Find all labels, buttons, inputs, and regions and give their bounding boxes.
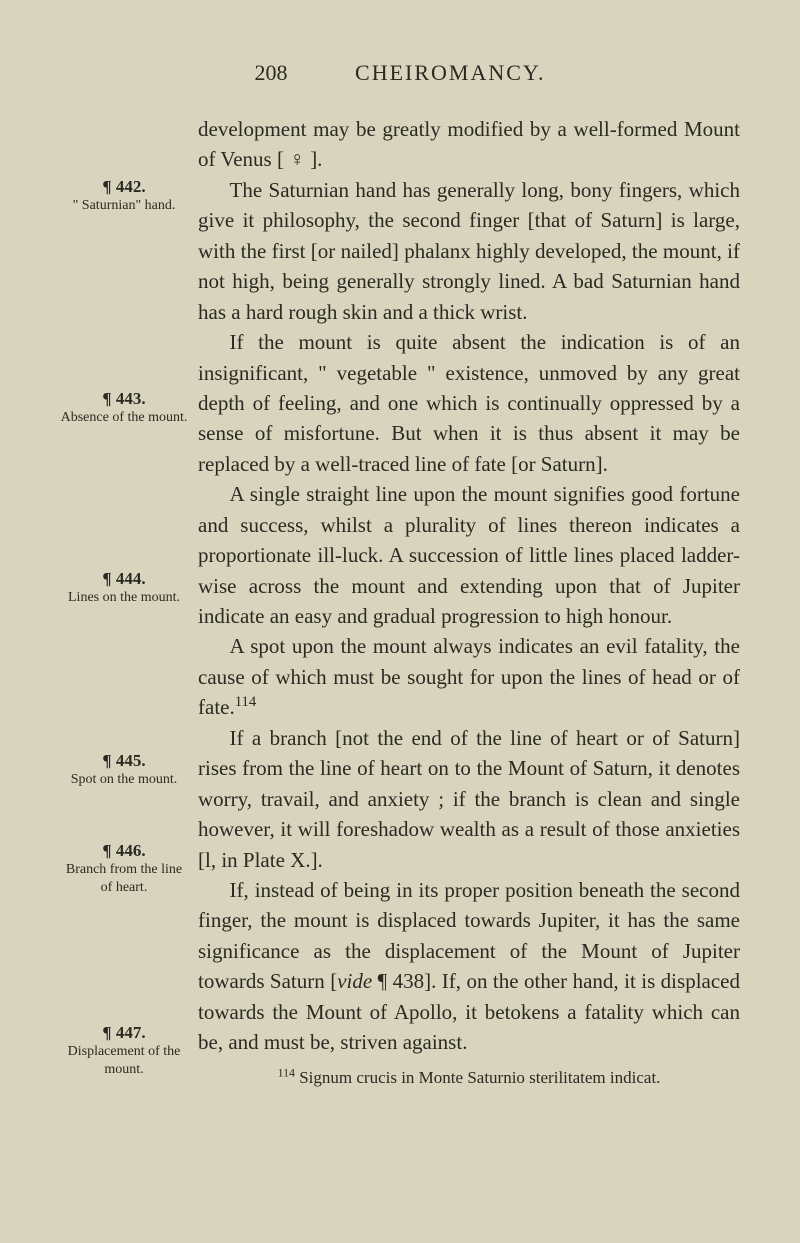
margin-para-446: ¶ 446. — [60, 840, 188, 861]
margin-desc-447: Displacement of the mount. — [60, 1043, 188, 1078]
running-title: CHEIROMANCY. — [355, 60, 545, 85]
margin-para-444: ¶ 444. — [60, 568, 188, 589]
margin-note-444: ¶ 444. Lines on the mount. — [60, 568, 188, 607]
margin-para-442: ¶ 442. — [60, 176, 188, 197]
margin-desc-445: Spot on the mount. — [60, 771, 188, 789]
footnote: 114 Signum crucis in Monte Saturnio ster… — [198, 1068, 740, 1088]
para-442: The Saturnian hand has generally long, b… — [198, 175, 740, 327]
para-443: If the mount is quite absent the indicat… — [198, 327, 740, 479]
para-447: If, instead of being in its proper posit… — [198, 875, 740, 1058]
margin-note-447: ¶ 447. Displacement of the mount. — [60, 1022, 188, 1078]
para-445-text: A spot upon the mount always indicates a… — [198, 634, 740, 719]
margin-note-442: ¶ 442. " Saturnian" hand. — [60, 176, 188, 215]
margin-note-446: ¶ 446. Branch from the line of heart. — [60, 840, 188, 896]
margin-note-445: ¶ 445. Spot on the mount. — [60, 750, 188, 789]
page-number: 208 — [255, 60, 288, 86]
margin-desc-442: " Saturnian" hand. — [60, 197, 188, 215]
footnote-marker: 114 — [278, 1065, 295, 1079]
running-head: 208 CHEIROMANCY. — [60, 60, 740, 86]
para-444: A single straight line upon the mount si… — [198, 479, 740, 631]
book-page: 208 CHEIROMANCY. ¶ 442. " Saturnian" han… — [0, 0, 800, 1243]
text-column: development may be greatly modified by a… — [198, 114, 740, 1058]
body-area: ¶ 442. " Saturnian" hand. ¶ 443. Absence… — [60, 114, 740, 1088]
para-446: If a branch [not the end of the line of … — [198, 723, 740, 875]
margin-desc-443: Absence of the mount. — [60, 409, 188, 427]
para-intro: development may be greatly modified by a… — [198, 114, 740, 175]
para-447-vide: vide — [337, 969, 372, 993]
footnote-text: Signum crucis in Monte Saturnio sterilit… — [295, 1068, 660, 1087]
margin-desc-446: Branch from the line of heart. — [60, 861, 188, 896]
margin-para-445: ¶ 445. — [60, 750, 188, 771]
para-445: A spot upon the mount always indicates a… — [198, 631, 740, 722]
margin-note-443: ¶ 443. Absence of the mount. — [60, 388, 188, 427]
margin-para-447: ¶ 447. — [60, 1022, 188, 1043]
footnote-ref-114: 114 — [235, 694, 257, 710]
margin-desc-444: Lines on the mount. — [60, 589, 188, 607]
margin-para-443: ¶ 443. — [60, 388, 188, 409]
